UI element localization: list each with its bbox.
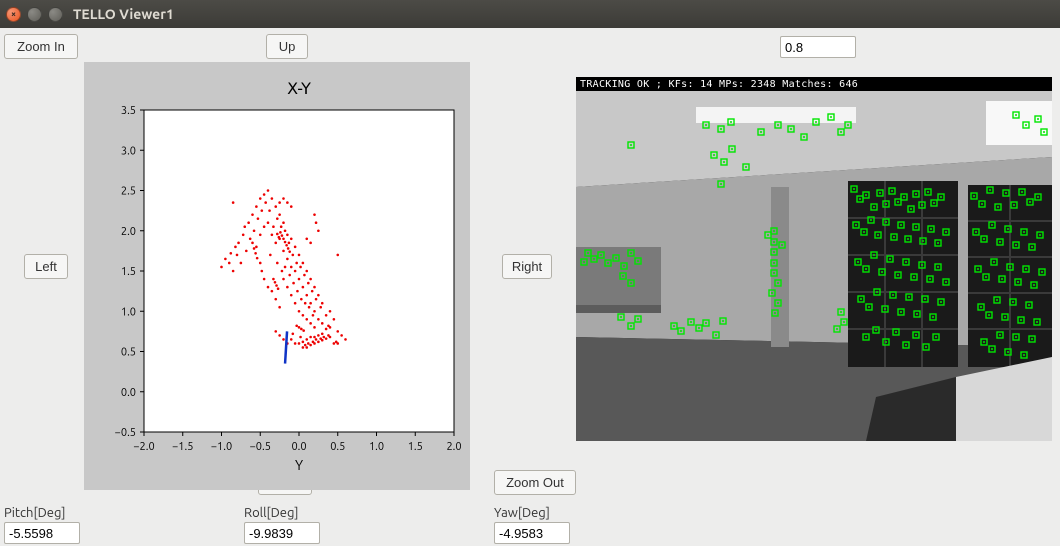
yaw-input[interactable] (494, 522, 570, 544)
svg-text:3.5: 3.5 (121, 105, 136, 117)
roll-label: Roll[Deg] (244, 506, 299, 520)
close-icon[interactable]: × (6, 7, 21, 22)
maximize-icon[interactable] (48, 7, 63, 22)
camera-feed-panel: TRACKING OK ; KFs: 14 MPs: 2348 Matches:… (576, 77, 1052, 441)
tracking-status-text: TRACKING OK ; KFs: 14 MPs: 2348 Matches:… (580, 79, 858, 90)
svg-text:Y: Y (295, 457, 303, 473)
svg-text:1.0: 1.0 (369, 441, 384, 453)
minimize-icon[interactable] (27, 7, 42, 22)
svg-text:X-Y: X-Y (287, 79, 311, 98)
camera-feed (576, 77, 1052, 441)
svg-text:1.5: 1.5 (408, 441, 423, 453)
up-button[interactable]: Up (266, 34, 308, 59)
xy-scatter-chart: X-Y −2.0 −1.5 −1.0 −0.5 0.0 0.5 1.0 1.5 2.0 −0.5 0.… (84, 62, 470, 490)
app-body: Zoom In Up Left Right Down Zoom Out Pitc… (0, 28, 1060, 546)
svg-text:0.0: 0.0 (291, 441, 306, 453)
svg-text:2.5: 2.5 (121, 186, 136, 198)
svg-text:−0.5: −0.5 (115, 427, 136, 439)
svg-text:−1.5: −1.5 (172, 441, 193, 453)
scale-input[interactable] (780, 36, 856, 58)
zoom-out-button[interactable]: Zoom Out (494, 470, 576, 495)
left-button[interactable]: Left (24, 254, 68, 279)
pitch-input[interactable] (4, 522, 80, 544)
zoom-in-button[interactable]: Zoom In (4, 34, 78, 59)
pitch-label: Pitch[Deg] (4, 506, 66, 520)
svg-text:0.0: 0.0 (121, 387, 136, 399)
svg-text:1.5: 1.5 (121, 266, 136, 278)
yaw-label: Yaw[Deg] (494, 506, 550, 520)
svg-text:−2.0: −2.0 (133, 441, 154, 453)
window-titlebar: × TELLO Viewer1 (0, 0, 1060, 28)
svg-text:3.0: 3.0 (121, 145, 136, 157)
svg-text:−1.0: −1.0 (211, 441, 232, 453)
svg-text:2.0: 2.0 (446, 441, 461, 453)
svg-text:1.0: 1.0 (121, 306, 136, 318)
svg-text:0.5: 0.5 (121, 347, 136, 359)
svg-text:−0.5: −0.5 (250, 441, 271, 453)
svg-text:2.0: 2.0 (121, 226, 136, 238)
window-controls: × (6, 7, 63, 22)
roll-input[interactable] (244, 522, 320, 544)
window-title: TELLO Viewer1 (73, 6, 174, 22)
xy-plot-panel: X-Y −2.0 −1.5 −1.0 −0.5 0.0 0.5 1.0 1.5 2.0 −0.5 0.… (84, 62, 470, 490)
svg-text:0.5: 0.5 (330, 441, 345, 453)
right-button[interactable]: Right (502, 254, 552, 279)
